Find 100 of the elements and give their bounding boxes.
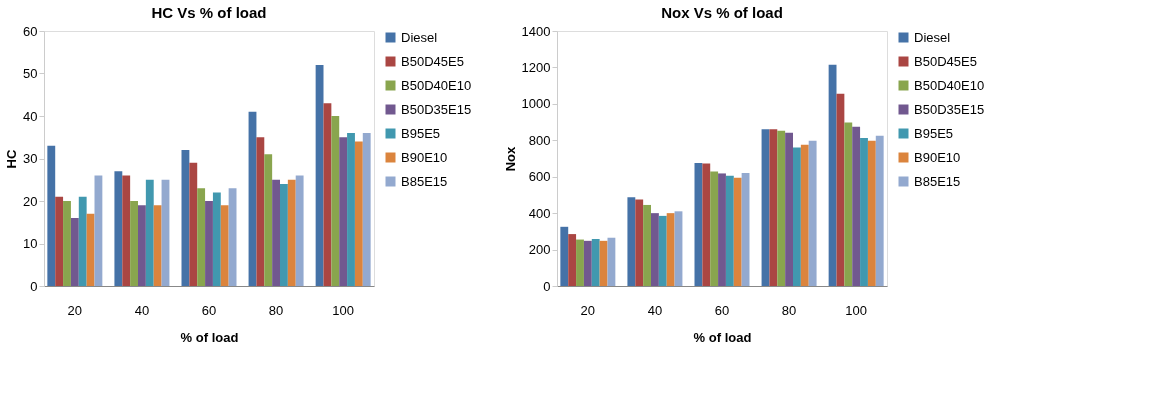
bar <box>138 205 146 286</box>
bar <box>576 239 584 286</box>
legend-label: B90E10 <box>401 149 448 165</box>
bar <box>212 192 221 286</box>
y-tick-label: 800 <box>528 132 551 148</box>
bar <box>733 177 742 286</box>
bar <box>228 188 237 286</box>
y-tick-label: 200 <box>528 242 551 258</box>
bar <box>197 188 206 286</box>
bar <box>560 226 569 286</box>
bar <box>583 240 592 286</box>
y-tick-label: 60 <box>23 23 38 39</box>
x-tick-label: 20 <box>67 302 83 318</box>
legend-label: Diesel <box>914 29 951 45</box>
legend-label: B50D40E10 <box>401 77 472 93</box>
bar <box>651 213 659 286</box>
legend-label: Diesel <box>401 29 438 45</box>
x-tick-label: 80 <box>781 302 797 318</box>
bar <box>741 173 750 286</box>
bar <box>295 175 304 286</box>
bar <box>718 173 726 286</box>
legend-label: B95E5 <box>914 125 954 141</box>
bar <box>643 204 651 286</box>
bar <box>331 116 340 286</box>
x-tick-label: 60 <box>201 302 217 318</box>
bar <box>153 205 162 286</box>
y-tick-label: 0 <box>543 278 551 294</box>
bar <box>122 175 131 286</box>
bar <box>55 196 64 286</box>
y-axis-title: Nox <box>502 145 518 172</box>
y-tick-label: 20 <box>23 193 38 209</box>
bar <box>272 179 280 286</box>
legend-label: B50D40E10 <box>914 77 985 93</box>
y-tick-label: 50 <box>23 66 38 81</box>
bar <box>725 175 734 286</box>
y-tick-label: 1000 <box>521 96 551 112</box>
legend-label: B50D35E15 <box>914 101 985 117</box>
y-tick-label: 1200 <box>521 59 551 75</box>
x-tick-label: 40 <box>134 302 150 318</box>
y-tick-label: 30 <box>23 151 38 166</box>
bar <box>607 237 616 286</box>
bar <box>280 184 288 286</box>
bar <box>800 144 809 286</box>
bar <box>70 218 79 286</box>
x-tick-label: 100 <box>845 302 867 318</box>
x-axis-title: % of load <box>180 329 239 345</box>
legend-label: B85E15 <box>914 173 961 189</box>
bar <box>220 205 229 286</box>
bar <box>568 234 577 286</box>
bar <box>347 133 355 286</box>
y-tick-label: 400 <box>528 205 551 221</box>
y-tick-label: 1400 <box>521 23 551 39</box>
bar <box>702 163 711 286</box>
bar <box>130 201 138 286</box>
bar <box>354 141 363 286</box>
x-tick-label: 100 <box>332 302 354 318</box>
bar <box>867 140 876 286</box>
bar <box>852 126 861 286</box>
legend-label: B50D45E5 <box>914 53 977 69</box>
bar <box>189 162 198 286</box>
bar <box>94 175 103 286</box>
bar <box>666 213 675 286</box>
bar <box>256 137 265 286</box>
bar <box>828 64 837 286</box>
bar <box>145 179 154 286</box>
bar <box>860 138 868 286</box>
bar <box>844 122 853 286</box>
bar <box>47 145 56 286</box>
bar <box>205 201 213 286</box>
bar <box>710 171 719 286</box>
x-tick-label: 80 <box>268 302 284 318</box>
chart-title: HC Vs % of load <box>151 4 267 21</box>
x-tick-label: 40 <box>647 302 663 318</box>
bar <box>777 130 786 286</box>
bar <box>875 135 884 286</box>
y-tick-label: 40 <box>23 108 38 124</box>
bar <box>658 215 667 286</box>
bar <box>63 201 71 286</box>
y-axis-title: HC <box>4 149 20 169</box>
bar <box>339 137 348 286</box>
y-tick-label: 10 <box>23 236 38 251</box>
y-tick-label: 0 <box>30 278 38 294</box>
x-tick-label: 60 <box>714 302 730 318</box>
bar <box>785 132 793 286</box>
legend-label: B50D45E5 <box>401 53 464 69</box>
legend-label: B50D35E15 <box>401 101 472 117</box>
bar <box>114 171 123 286</box>
bar <box>808 140 817 286</box>
chart-title: Nox Vs % of load <box>661 4 783 21</box>
bar <box>362 133 371 286</box>
bar <box>769 129 778 286</box>
bar <box>591 239 600 286</box>
legend-label: B85E15 <box>401 173 448 189</box>
legend-label: B95E5 <box>401 125 441 141</box>
legend-label: B90E10 <box>914 149 961 165</box>
bar <box>627 197 636 286</box>
x-tick-label: 20 <box>580 302 596 318</box>
bar <box>635 199 644 286</box>
bar <box>287 179 296 286</box>
x-axis-title: % of load <box>693 329 752 345</box>
